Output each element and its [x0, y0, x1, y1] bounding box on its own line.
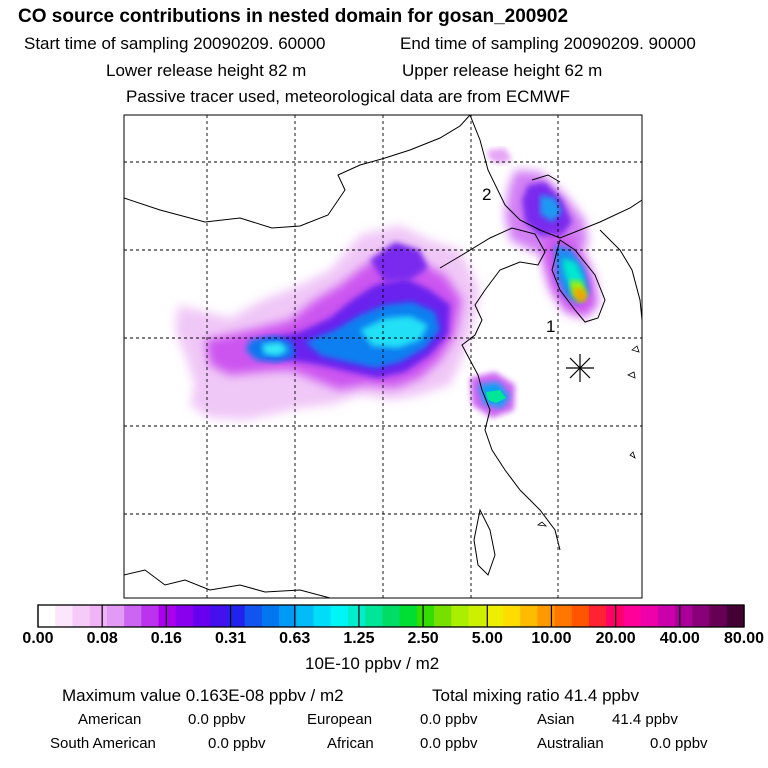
end-time-label: End time of sampling 20090209. 90000	[400, 34, 696, 53]
colorbar-tick-label: 0.31	[214, 630, 247, 647]
source-value-south-american: 0.0 ppbv	[208, 735, 266, 752]
colorbar-tick-label: 2.50	[407, 630, 439, 647]
source-label-american: American	[78, 711, 142, 728]
colorbar-cell	[313, 605, 332, 627]
colorbar-cell	[38, 605, 56, 627]
source-value-european: 0.0 ppbv	[420, 711, 478, 728]
source-label-european: European	[307, 711, 373, 728]
colorbar-cell	[227, 605, 246, 627]
colorbar-cell	[468, 605, 487, 627]
colorbar-cell	[485, 605, 504, 627]
colorbar-tick-label: 10.00	[531, 630, 572, 647]
plume-shanghai-spot	[470, 372, 515, 418]
grid-lines	[124, 115, 642, 598]
colorbar-cell	[210, 605, 229, 627]
colorbar-cell	[520, 605, 538, 627]
colorbar-unit: 10E-10 ppbv / m2	[305, 654, 440, 673]
map-plot: 2 1	[123, 114, 643, 599]
colorbar-cell	[675, 605, 693, 627]
source-value-american: 0.0 ppbv	[188, 711, 246, 728]
colorbar-tick-label: 20.00	[595, 630, 636, 647]
map-label-1: 1	[546, 317, 555, 336]
colorbar-cell	[657, 605, 676, 627]
colorbar-cell	[72, 605, 91, 627]
colorbar-tick-label: 40.00	[659, 630, 700, 647]
colorbar-frame	[37, 604, 745, 628]
colorbar-cell	[709, 605, 728, 627]
colorbar-cell	[330, 605, 349, 627]
colorbar-cell	[451, 605, 470, 627]
colorbar	[37, 604, 745, 628]
colorbar-tick-label: 0.00	[22, 630, 54, 647]
plume-north-china-plain	[175, 225, 480, 420]
source-label-african: African	[327, 735, 374, 752]
source-value-asian: 41.4 ppbv	[612, 711, 678, 728]
colorbar-cell	[244, 605, 263, 627]
colorbar-tick-label: 5.00	[471, 630, 503, 647]
start-time-label: Start time of sampling 20090209. 60000	[24, 34, 326, 53]
source-value-african: 0.0 ppbv	[420, 735, 478, 752]
colorbar-cell	[158, 605, 177, 627]
colorbar-cell	[106, 605, 125, 627]
source-label-south-american: South American	[50, 735, 156, 752]
receptor-star-icon	[566, 354, 594, 382]
colorbar-cell	[279, 605, 297, 627]
colorbar-cell	[434, 605, 452, 627]
colorbar-cell	[589, 605, 607, 627]
map-frame	[123, 114, 643, 599]
colorbar-cell	[89, 605, 108, 627]
colorbar-cell	[141, 605, 160, 627]
colorbar-cell	[175, 605, 194, 627]
source-value-australian: 0.0 ppbv	[650, 735, 708, 752]
islands	[536, 345, 640, 527]
colorbar-cell	[692, 605, 711, 627]
coastline	[124, 115, 642, 598]
colorbar-cell	[124, 605, 142, 627]
colorbar-tick-label: 0.63	[279, 630, 311, 647]
colorbar-cell	[502, 605, 521, 627]
colorbar-cell	[640, 605, 659, 627]
colorbar-cell	[382, 605, 401, 627]
total-mixing-ratio: Total mixing ratio 41.4 ppbv	[432, 686, 639, 705]
colorbar-tick-label: 0.16	[150, 630, 182, 647]
colorbar-tick-label: 80.00	[723, 630, 765, 647]
colorbar-tick-label: 0.08	[86, 630, 118, 647]
colorbar-tick-label: 1.25	[343, 630, 375, 647]
plume-northeast-branch	[488, 148, 588, 258]
tracer-note: Passive tracer used, meteorological data…	[126, 87, 571, 106]
colorbar-cell	[554, 605, 573, 627]
colorbar-cell	[726, 605, 745, 627]
colorbar-cell	[571, 605, 590, 627]
colorbar-cell	[537, 605, 556, 627]
maximum-value: Maximum value 0.163E-08 ppbv / m2	[62, 686, 344, 705]
colorbar-cell	[365, 605, 383, 627]
colorbar-cell	[296, 605, 315, 627]
colorbar-cell	[623, 605, 642, 627]
colorbar-cell	[261, 605, 280, 627]
source-label-asian: Asian	[537, 711, 575, 728]
source-label-australian: Australian	[537, 735, 604, 752]
colorbar-cell	[399, 605, 418, 627]
plume-west-branch	[246, 336, 295, 362]
colorbar-cell	[347, 605, 366, 627]
chart-title: CO source contributions in nested domain…	[18, 6, 569, 27]
map-label-2: 2	[482, 185, 491, 204]
upper-release-height: Upper release height 62 m	[402, 61, 603, 80]
colorbar-cell	[416, 605, 435, 627]
colorbar-cell	[192, 605, 211, 627]
colorbar-cell	[55, 605, 74, 627]
lower-release-height: Lower release height 82 m	[106, 61, 307, 80]
